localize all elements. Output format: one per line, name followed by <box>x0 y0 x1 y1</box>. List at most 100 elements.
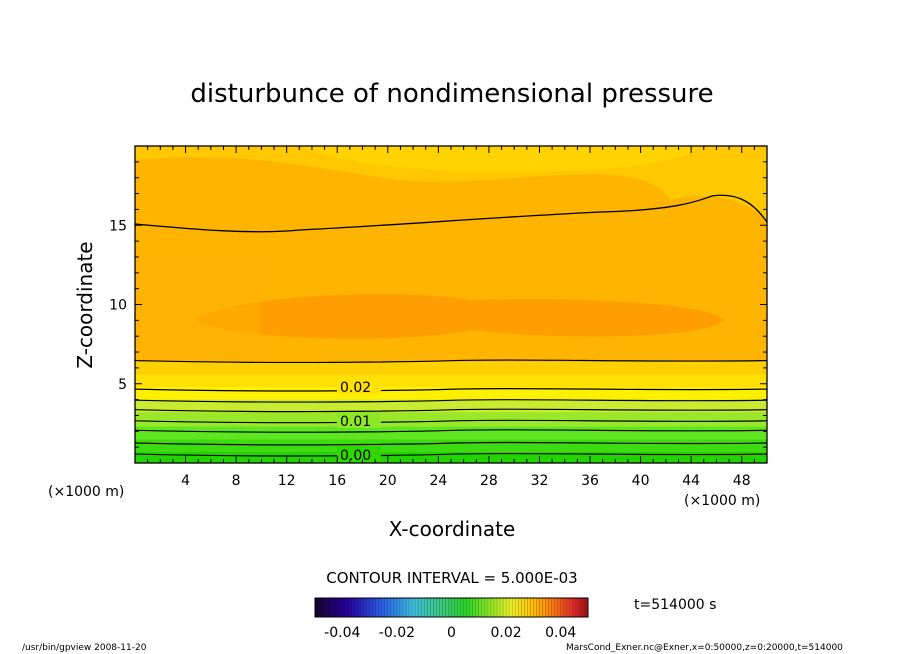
colorbar-swatch <box>578 598 583 617</box>
colorbar-swatch <box>545 598 549 617</box>
colorbar-swatch <box>354 598 358 617</box>
colorbar-tick-label: -0.04 <box>324 625 360 641</box>
colorbar-swatch <box>551 598 555 617</box>
fill-bands <box>135 361 767 463</box>
colorbar-swatch <box>330 598 334 617</box>
colorbar-swatch <box>342 598 346 617</box>
colorbar-tick-label: 0.02 <box>491 625 522 641</box>
colorbar-swatch <box>515 598 519 617</box>
x-tick-label: 48 <box>733 473 751 489</box>
footer-right: MarsCond_Exner.nc@Exner,x=0:50000,z=0:20… <box>566 643 843 653</box>
colorbar-swatch <box>463 598 467 617</box>
fill-band-0 <box>135 451 767 463</box>
colorbar-swatch <box>399 598 404 617</box>
y-axis-title: Z-coordinate <box>73 241 97 368</box>
contour-label-bg-3 <box>337 446 381 462</box>
contour-label-bg-1 <box>337 378 381 394</box>
colorbar-swatch <box>387 598 392 617</box>
colorbar-swatch <box>333 598 337 617</box>
colorbar-swatch <box>530 598 534 617</box>
colorbar-swatch <box>569 598 574 617</box>
colorbar-swatch <box>572 598 577 617</box>
contour-line-0 <box>134 452 768 457</box>
x-tick-label: 40 <box>632 473 650 489</box>
colorbar-swatch <box>548 598 552 617</box>
colorbar-swatch <box>363 598 367 617</box>
colorbar-swatch <box>421 598 425 617</box>
contour-line-5 <box>134 399 768 403</box>
colorbar-swatch <box>487 598 492 617</box>
colorbar-swatch <box>378 598 382 617</box>
fill-band-4 <box>135 399 767 413</box>
x-tick-label: 24 <box>429 473 447 489</box>
contour-line-upper <box>134 194 768 233</box>
colorbar-swatch <box>321 598 325 617</box>
colorbar-swatch <box>542 598 546 617</box>
x-tick-label: 36 <box>581 473 599 489</box>
colorbar-frame <box>314 597 589 618</box>
contour-label-001: 0.01 <box>340 414 371 430</box>
colorbar-swatch <box>439 598 443 617</box>
x-unit-right: (×1000 m) <box>684 493 760 509</box>
contour-interval: CONTOUR INTERVAL = 5.000E-03 <box>326 569 577 587</box>
colorbar-swatch <box>433 598 437 617</box>
colorbar-swatch <box>554 598 558 617</box>
x-unit-left: (×1000 m) <box>48 484 124 500</box>
colorbar-swatch <box>357 598 361 617</box>
contour-label-000: 0.00 <box>340 448 371 464</box>
colorbar-swatch <box>430 598 434 617</box>
contour-label-bg-2 <box>337 412 381 428</box>
colorbar-swatch <box>575 598 580 617</box>
colorbar-swatch <box>369 598 373 617</box>
colorbar-swatch <box>396 598 401 617</box>
x-tick-label: 16 <box>328 473 346 489</box>
colorbar-swatch <box>512 598 516 617</box>
colorbar-swatch <box>448 598 452 617</box>
colorbar-swatch <box>566 598 570 617</box>
fill-band-2 <box>135 426 767 440</box>
colorbar-swatch <box>484 598 489 617</box>
y-tick-label: 15 <box>109 218 127 234</box>
y-tick-label: 10 <box>109 298 127 314</box>
colorbar-swatch <box>318 598 322 617</box>
colorbar-swatch <box>509 598 513 617</box>
colorbar-swatch <box>454 598 458 617</box>
colorbar-swatch <box>360 598 364 617</box>
colorbar-swatch <box>451 598 455 617</box>
colorbar-swatch <box>527 598 531 617</box>
colorbar-swatch <box>351 598 355 617</box>
colorbar-swatch <box>539 598 543 617</box>
colorbar-swatch <box>518 598 522 617</box>
colorbar-swatch <box>424 598 428 617</box>
colorbar-swatch <box>406 598 410 617</box>
contour-line-7 <box>134 359 768 364</box>
x-tick-label: 12 <box>278 473 296 489</box>
colorbar-swatch <box>475 598 479 617</box>
colorbar-swatch <box>315 598 319 617</box>
colorbar-tick-label: 0 <box>447 625 456 641</box>
x-tick-label: 4 <box>181 473 190 489</box>
colorbar-swatch <box>506 598 510 617</box>
x-tick-label: 8 <box>232 473 241 489</box>
colorbar-swatch <box>327 598 331 617</box>
colorbar-swatch <box>584 598 589 617</box>
y-ticks: 5 10 15 <box>109 161 767 448</box>
colorbar-swatch <box>563 598 567 617</box>
colorbar-swatch <box>348 598 352 617</box>
colorbar-swatch <box>497 598 501 617</box>
colorbar-tick-label: -0.02 <box>379 625 415 641</box>
colorbar-swatch <box>500 598 504 617</box>
contour-line-1 <box>134 441 768 446</box>
colorbar-swatch <box>521 598 525 617</box>
colorbar-swatch <box>503 598 507 617</box>
colorbar-swatch <box>490 598 495 617</box>
colorbar-ticks: -0.04 -0.02 0 0.02 0.04 <box>324 625 576 641</box>
colorbar-swatch <box>415 598 419 617</box>
x-tick-label: 20 <box>379 473 397 489</box>
fill-band-6 <box>135 374 767 387</box>
contour-line-6 <box>134 387 768 392</box>
colorbar-swatch <box>493 598 498 617</box>
colorbar-swatch <box>466 598 470 617</box>
colorbar-swatch <box>445 598 449 617</box>
contour-line-2 <box>134 429 768 433</box>
